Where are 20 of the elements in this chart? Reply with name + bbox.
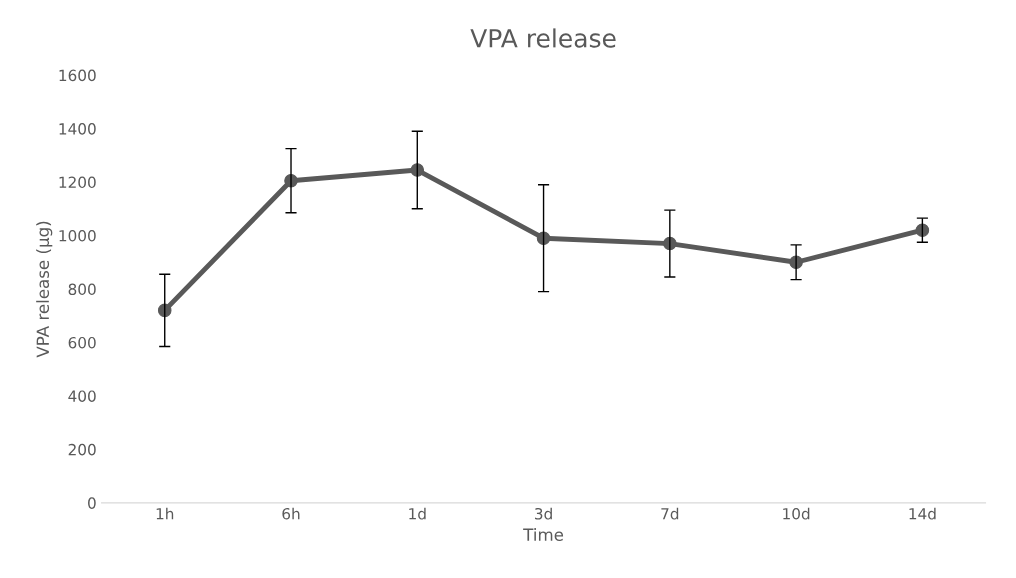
y-tick-label: 1000 (59, 230, 96, 242)
x-tick-label: 1h (156, 507, 174, 520)
x-tick-label: 3d (535, 507, 552, 520)
x-tick-label: 14d (909, 507, 936, 520)
x-tick-label: 6h (282, 507, 300, 520)
y-tick-label: 800 (68, 283, 96, 296)
chart-title: VPA release (470, 28, 616, 48)
y-axis-title: VPA release (µg) (36, 221, 53, 358)
y-tick-label: 1200 (59, 176, 96, 189)
x-tick-label: 7d (661, 507, 679, 520)
x-tick-label: 10d (783, 507, 810, 520)
point (157, 303, 172, 318)
x-tick-label: 1d (409, 507, 426, 520)
y-tick-label: 600 (68, 336, 96, 349)
x-axis-title: Time (523, 528, 564, 541)
y-tick-label: 400 (68, 390, 96, 402)
y-tick-label: 0 (88, 497, 96, 509)
y-tick-label: 1400 (59, 123, 96, 135)
y-tick-label: 200 (68, 443, 96, 456)
y-tick-label: 1600 (59, 69, 96, 82)
